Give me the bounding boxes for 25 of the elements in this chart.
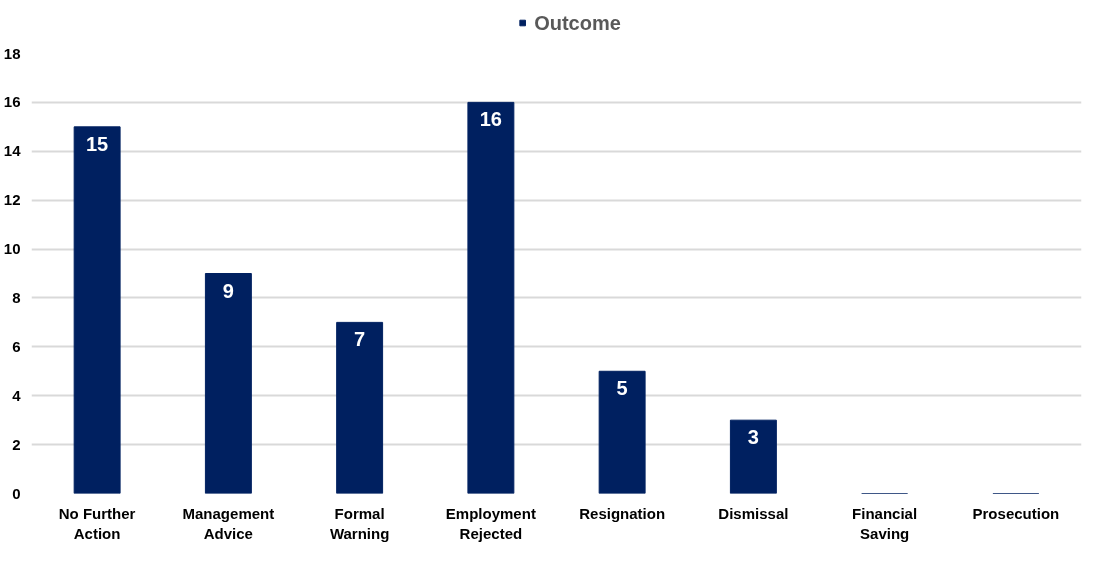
x-tick-label: Employment Rejected — [445, 504, 536, 542]
x-tick-label: Financial Saving — [852, 504, 918, 542]
data-label: 16 — [479, 108, 502, 131]
y-tick-label: 8 — [12, 288, 21, 306]
data-label: 5 — [616, 377, 628, 400]
y-tick-label: 10 — [3, 240, 21, 258]
data-label: 3 — [747, 426, 759, 449]
x-tick-label: Resignation — [579, 504, 666, 522]
y-tick-label: 14 — [3, 142, 22, 160]
x-tick-label: Formal Warning — [329, 504, 390, 542]
x-tick-label: Management Advice — [182, 504, 275, 542]
y-tick-label: 2 — [12, 435, 21, 453]
y-tick-label: 16 — [3, 93, 21, 111]
y-tick-label: 18 — [3, 44, 21, 62]
data-label: 9 — [222, 279, 234, 302]
legend-label: Outcome — [534, 11, 621, 34]
y-tick-label: 0 — [12, 484, 21, 502]
y-tick-label: 4 — [12, 386, 22, 404]
x-tick-label: No Further Action — [58, 504, 136, 542]
data-label: 15 — [86, 132, 109, 155]
y-tick-label: 12 — [3, 191, 21, 209]
x-tick-label: Prosecution — [972, 504, 1060, 522]
x-tick-label: Dismissal — [718, 504, 789, 522]
y-tick-label: 6 — [12, 337, 21, 355]
data-label: 7 — [354, 328, 366, 351]
